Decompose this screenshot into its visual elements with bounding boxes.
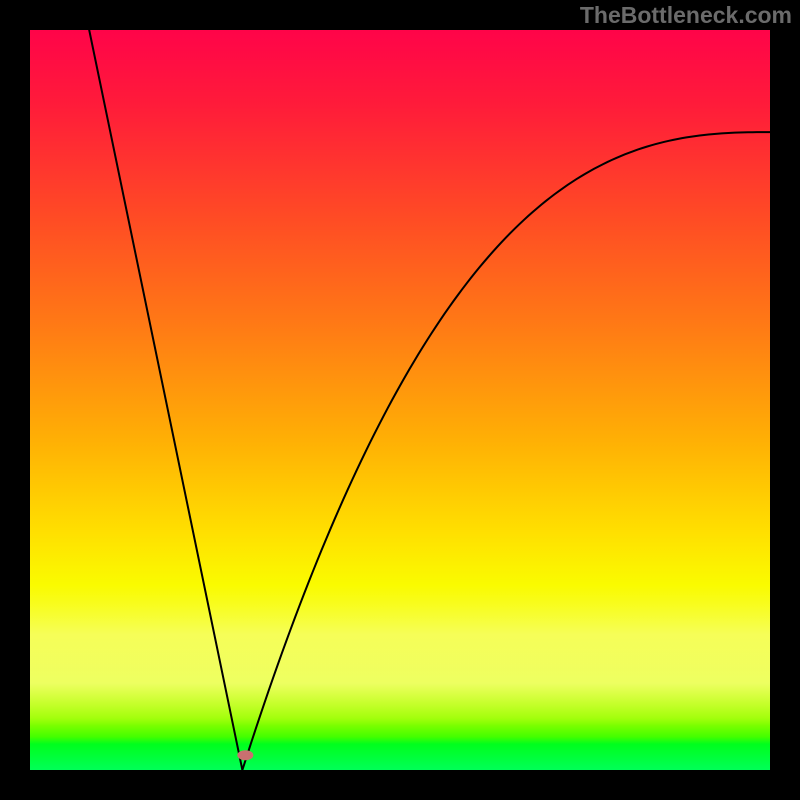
chart-container: TheBottleneck.com <box>0 0 800 800</box>
watermark-text: TheBottleneck.com <box>580 2 792 29</box>
optimal-point-marker <box>237 750 253 760</box>
bottleneck-chart <box>0 0 800 800</box>
